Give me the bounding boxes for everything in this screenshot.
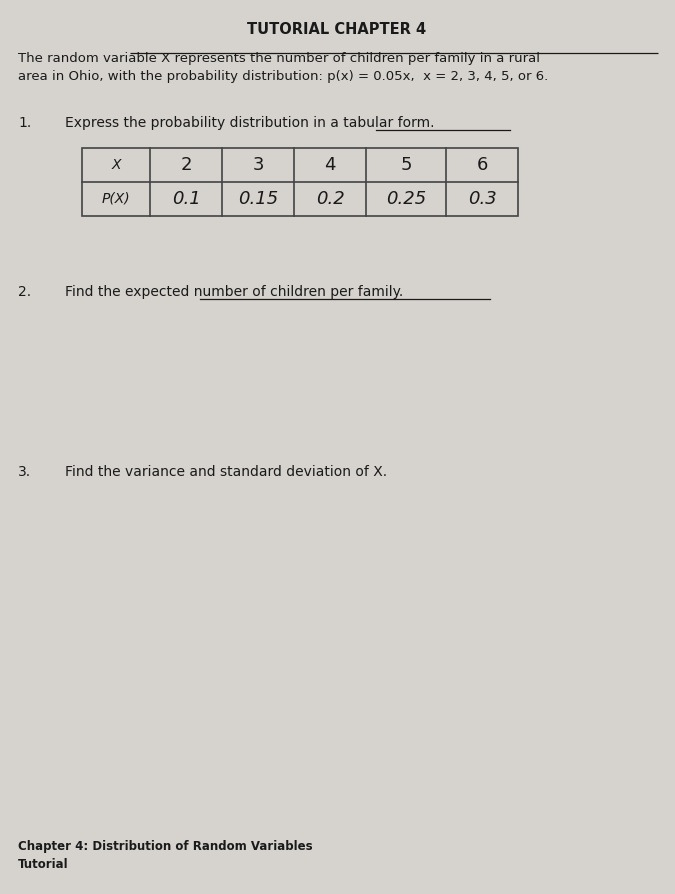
Text: 4: 4: [324, 156, 335, 174]
Text: area in Ohio, with the probability distribution: p(x) = 0.05x,  x = 2, 3, 4, 5, : area in Ohio, with the probability distr…: [18, 70, 548, 83]
Text: 0.2: 0.2: [316, 190, 344, 208]
Text: TUTORIAL CHAPTER 4: TUTORIAL CHAPTER 4: [248, 22, 427, 37]
Text: The random variable X represents the number of children per family in a rural: The random variable X represents the num…: [18, 52, 540, 65]
Text: 2.: 2.: [18, 285, 31, 299]
Text: 5: 5: [400, 156, 412, 174]
Text: Tutorial: Tutorial: [18, 858, 69, 871]
Text: 3.: 3.: [18, 465, 31, 479]
Text: 2: 2: [180, 156, 192, 174]
Text: Find the variance and standard deviation of X.: Find the variance and standard deviation…: [65, 465, 387, 479]
Text: Find the expected number of children per family.: Find the expected number of children per…: [65, 285, 403, 299]
Text: 0.1: 0.1: [171, 190, 200, 208]
Text: 3: 3: [252, 156, 264, 174]
Text: 0.25: 0.25: [386, 190, 426, 208]
Text: 0.15: 0.15: [238, 190, 278, 208]
Text: 0.3: 0.3: [468, 190, 496, 208]
Text: Chapter 4: Distribution of Random Variables: Chapter 4: Distribution of Random Variab…: [18, 840, 313, 853]
Text: P(X): P(X): [102, 192, 130, 206]
Bar: [82, 148, 518, 216]
Text: 1.: 1.: [18, 116, 31, 130]
Text: Express the probability distribution in a tabular form.: Express the probability distribution in …: [65, 116, 435, 130]
Text: 6: 6: [477, 156, 487, 174]
Text: X: X: [111, 158, 121, 172]
